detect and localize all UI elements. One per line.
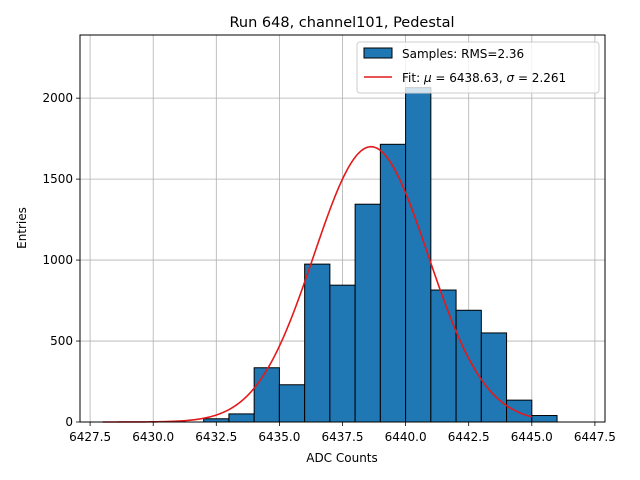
legend-box: [356, 41, 600, 94]
histogram-bars: [203, 87, 558, 423]
legend-fit-label: Fit: μ = 6438.63, σ = 2.261: [402, 71, 566, 85]
legend: Samples: RMS=2.36 Fit: μ = 6438.63, σ = …: [356, 41, 600, 94]
fit-curve-group: [102, 145, 533, 423]
histogram-bar: [329, 284, 356, 423]
fit-curve: [102, 145, 533, 423]
histogram-bar: [228, 413, 255, 423]
histogram-bar: [455, 309, 482, 423]
legend-histogram-label: Samples: RMS=2.36: [402, 47, 524, 61]
histogram-bar: [430, 289, 457, 423]
legend-histogram-swatch: [363, 47, 393, 59]
histogram-bar: [480, 332, 508, 423]
histogram-bar: [253, 367, 280, 423]
histogram-bar: [405, 87, 432, 423]
histogram-bar: [354, 203, 381, 423]
x-tick-label: 6445.0: [511, 430, 553, 444]
x-tick-label: 6427.5: [69, 430, 111, 444]
y-tick-label: 0: [65, 415, 73, 429]
x-tick-label: 6435.0: [258, 430, 300, 444]
x-tick-label: 6437.5: [322, 430, 364, 444]
x-tick-label: 6432.5: [195, 430, 237, 444]
y-tick-label: 2000: [42, 91, 73, 105]
histogram-bar: [278, 384, 306, 423]
chart-title: Run 648, channel101, Pedestal: [229, 15, 454, 31]
y-tick-label: 1000: [42, 253, 73, 267]
histogram-bar: [379, 143, 407, 423]
histogram-bar: [506, 399, 533, 423]
y-axis-ticks: 0 500 1000 1500 2000: [42, 91, 80, 429]
x-axis-ticks: 6427.5 6430.0 6432.5 6435.0 6437.5 6440.0 6442…: [69, 422, 616, 444]
x-axis-label: ADC Counts: [306, 451, 378, 465]
histogram-bar: [531, 415, 558, 423]
x-tick-label: 6440.0: [385, 430, 427, 444]
y-tick-label: 1500: [42, 172, 73, 186]
x-tick-label: 6447.5: [574, 430, 616, 444]
y-tick-label: 500: [50, 334, 73, 348]
y-axis-label: Entries: [15, 207, 29, 249]
histogram-bar: [304, 263, 331, 423]
x-tick-label: 6442.5: [448, 430, 490, 444]
x-tick-label: 6430.0: [132, 430, 174, 444]
